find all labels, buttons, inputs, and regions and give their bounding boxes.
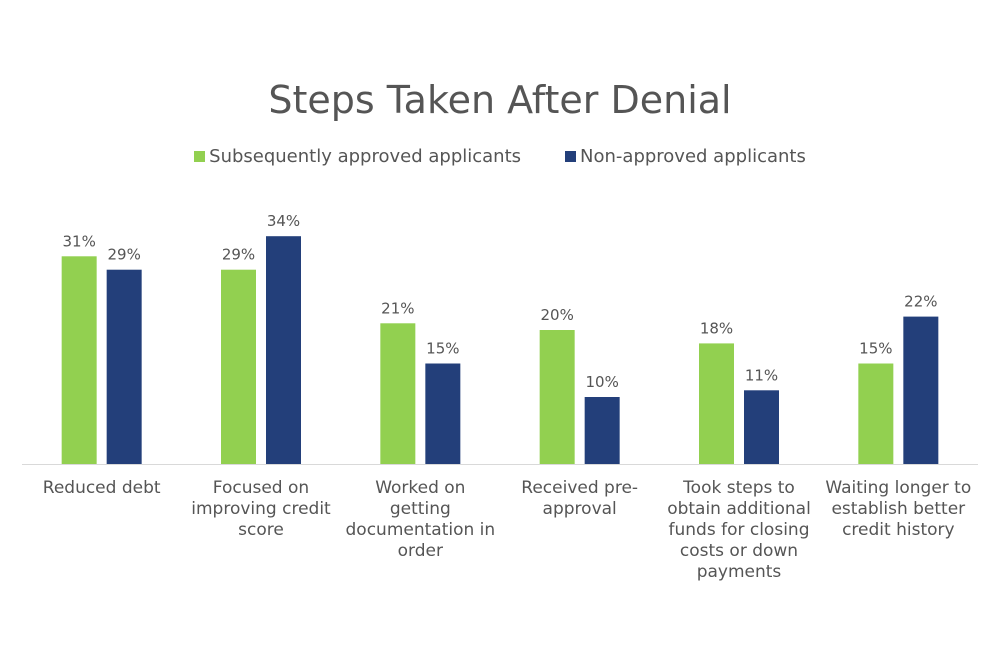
legend-swatch-approved bbox=[194, 151, 206, 162]
bar-non-approved-4 bbox=[744, 390, 779, 464]
chart-title: Steps Taken After Denial bbox=[268, 78, 732, 122]
legend-swatch-non-approved bbox=[565, 151, 577, 162]
data-label-approved-4: 18% bbox=[700, 319, 733, 337]
category-label-5: Waiting longer to establish better credit … bbox=[825, 478, 971, 540]
bar-approved-0 bbox=[61, 256, 97, 464]
data-label-non-approved-3: 10% bbox=[585, 373, 618, 391]
legend-label-non-approved: Non-approved applicants bbox=[580, 146, 806, 167]
bar-approved-2 bbox=[380, 323, 416, 464]
category-label-4: Took steps to obtain additional funds for … bbox=[667, 478, 811, 582]
category-label-3: Received pre-approval bbox=[521, 478, 638, 519]
bar-non-approved-2 bbox=[425, 363, 461, 464]
legend: Subsequently approved applicants Non-app… bbox=[0, 146, 1000, 167]
bar-non-approved-5 bbox=[903, 316, 939, 464]
category-label-1: Focused on improving credit score bbox=[191, 478, 331, 540]
data-label-non-approved-4: 11% bbox=[745, 366, 778, 384]
data-label-non-approved-1: 34% bbox=[267, 212, 300, 230]
data-label-approved-5: 15% bbox=[859, 340, 892, 358]
bar-non-approved-3 bbox=[584, 397, 620, 464]
data-label-non-approved-5: 22% bbox=[904, 293, 937, 311]
data-label-non-approved-0: 29% bbox=[107, 246, 140, 264]
category-label-0: Reduced debt bbox=[43, 478, 161, 498]
data-label-approved-2: 21% bbox=[381, 299, 414, 317]
data-label-approved-1: 29% bbox=[222, 246, 255, 264]
legend-item-non-approved: Non-approved applicants bbox=[565, 146, 806, 167]
bar-approved-1 bbox=[221, 269, 256, 464]
category-label-2: Worked on getting documentation in order bbox=[346, 478, 496, 561]
bar-non-approved-1 bbox=[266, 236, 301, 464]
legend-item-approved: Subsequently approved applicants bbox=[194, 146, 521, 167]
bar-approved-5 bbox=[858, 363, 894, 464]
bar-non-approved-0 bbox=[106, 269, 142, 464]
data-label-approved-3: 20% bbox=[540, 306, 573, 324]
data-label-non-approved-2: 15% bbox=[426, 340, 459, 358]
bar-approved-3 bbox=[539, 330, 575, 464]
data-label-approved-0: 31% bbox=[62, 232, 95, 250]
legend-label-approved: Subsequently approved applicants bbox=[209, 146, 522, 167]
bar-approved-4 bbox=[699, 343, 734, 464]
